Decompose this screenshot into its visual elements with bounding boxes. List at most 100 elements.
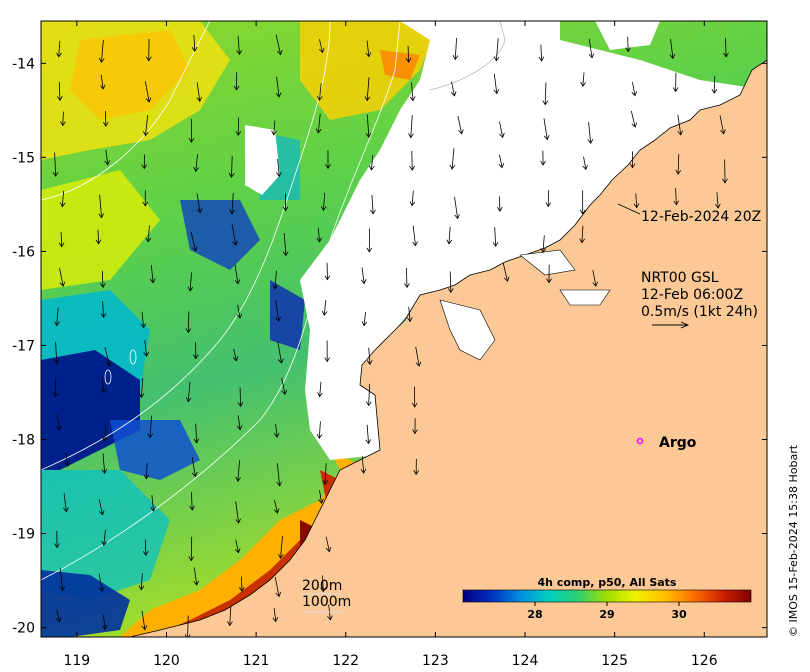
credit-text: © IMOS 15-Feb-2024 15:38 Hobart [787, 444, 800, 637]
current-vector-head [406, 317, 413, 323]
current-vector [319, 39, 323, 53]
current-vector [635, 193, 638, 208]
current-vector-head [320, 206, 327, 212]
current-vector [363, 311, 366, 326]
isobath-1000m [41, 21, 331, 471]
current-vector-head [150, 506, 156, 512]
current-vector-head [370, 209, 376, 215]
current-vector-head [318, 498, 324, 504]
current-vector [405, 267, 408, 288]
current-vector-head [404, 283, 410, 289]
current-vector [583, 156, 587, 170]
current-vector-head [235, 476, 242, 482]
y-tick-label: -20 [12, 621, 35, 637]
current-vector-head [184, 634, 191, 637]
current-vector-head [101, 540, 108, 546]
current-vector [141, 610, 146, 630]
current-vector [493, 73, 498, 94]
current-vector-head [412, 241, 418, 247]
current-vector-head [59, 586, 65, 592]
current-vector-head [409, 96, 416, 102]
current-vector [368, 347, 371, 365]
current-vector-head [625, 47, 631, 53]
current-vector [274, 576, 280, 597]
current-vector-head [629, 163, 636, 169]
isobath-200m [429, 21, 506, 91]
current-vector-head [228, 172, 235, 178]
current-vector [318, 83, 322, 101]
current-vector [719, 115, 725, 134]
current-vector [59, 568, 63, 591]
current-vector-head [276, 481, 283, 487]
y-tick-label: -16 [12, 244, 35, 260]
current-vector-head [237, 402, 244, 408]
current-vector [588, 121, 592, 144]
current-vector [104, 347, 110, 367]
current-vector [713, 76, 716, 94]
current-vector [145, 114, 149, 136]
current-vector-head [458, 129, 464, 135]
current-vector-head [276, 49, 283, 56]
current-vector [410, 115, 413, 138]
current-vector [677, 153, 680, 175]
current-vector [144, 340, 148, 357]
current-vector [319, 381, 322, 397]
current-vector-head [59, 202, 66, 208]
current-vector [56, 610, 61, 622]
current-vector [63, 493, 67, 512]
current-vector-head [275, 316, 281, 322]
current-vector-head [140, 323, 147, 329]
current-vector [627, 36, 629, 52]
land-mass [129, 59, 767, 637]
current-vector-head [232, 240, 238, 247]
current-scale-arrow [652, 321, 690, 329]
current-vector [494, 227, 497, 247]
current-vector-head [675, 169, 682, 175]
current-vector-head [322, 480, 329, 486]
current-vector [195, 154, 198, 172]
current-vector-head [100, 312, 107, 318]
current-vector [412, 225, 416, 246]
current-vector-head [104, 160, 111, 166]
current-vector-head [366, 359, 373, 366]
current-vector-head [493, 56, 500, 62]
current-vector [366, 40, 370, 57]
current-vector-head [538, 56, 545, 62]
coast-inlet [559, 289, 611, 306]
current-vector [189, 272, 192, 291]
current-vector-head [409, 201, 416, 207]
sst-cool-patch [110, 420, 200, 480]
date-label: 12-Feb-2024 20Z [641, 209, 761, 225]
current-vector-head [493, 89, 500, 95]
x-tick-label: 120 [153, 653, 180, 669]
current-vector-head [320, 587, 326, 593]
current-vector [451, 148, 455, 170]
isobath-contour [129, 349, 137, 365]
current-vector [322, 575, 324, 592]
current-vector [98, 573, 103, 592]
current-vector-head [711, 88, 718, 94]
current-vector [274, 499, 278, 514]
current-vector [58, 82, 61, 101]
current-vector [283, 232, 287, 256]
current-vector-head [232, 356, 239, 362]
current-vector [102, 301, 104, 318]
argo-float-marker [636, 437, 644, 445]
current-vector-head [364, 96, 371, 102]
current-vector-head [365, 52, 372, 58]
colorbar [462, 589, 752, 603]
current-vector [454, 197, 459, 219]
current-vector [100, 74, 104, 90]
current-vector-head [273, 432, 280, 438]
current-vector [592, 270, 597, 287]
current-vector-head [327, 615, 333, 621]
current-vector [273, 120, 276, 135]
x-tick-label: 119 [63, 653, 90, 669]
y-tick-label: -15 [12, 150, 35, 166]
current-vector [102, 453, 106, 474]
current-vector [275, 300, 280, 322]
y-tick-label: -18 [12, 433, 35, 449]
current-vector [65, 452, 69, 467]
current-vector [98, 499, 103, 515]
current-vector [543, 118, 548, 140]
